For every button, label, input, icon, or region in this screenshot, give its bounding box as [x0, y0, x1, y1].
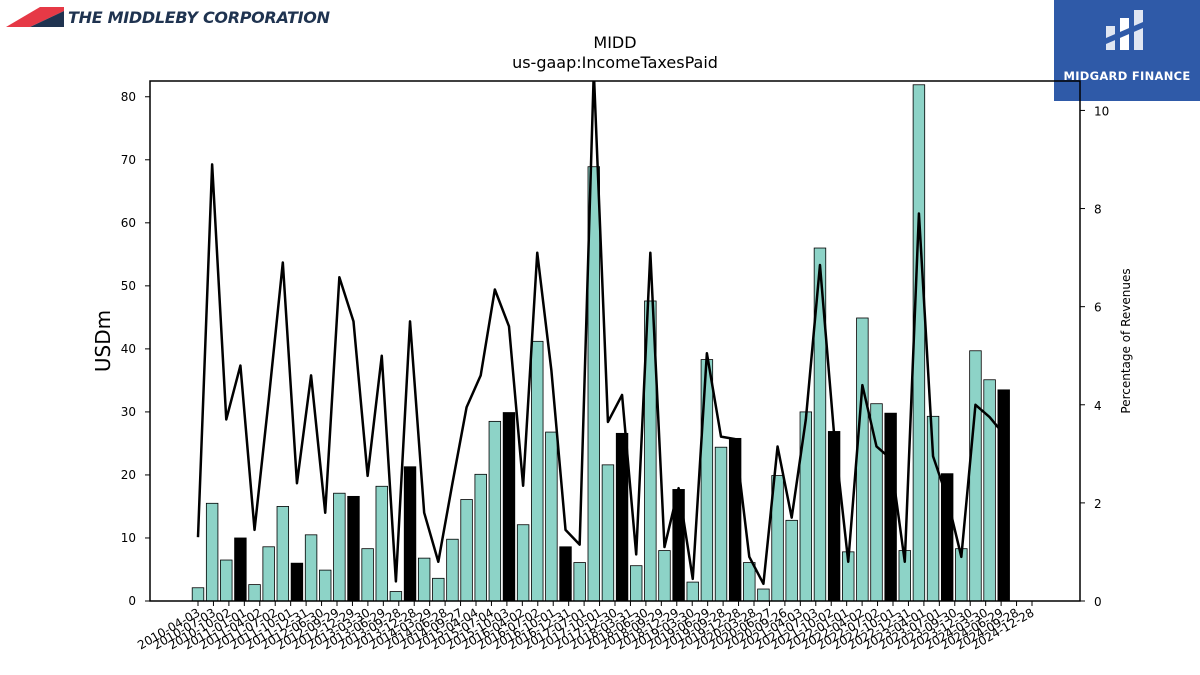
- y-tick-label: 40: [121, 342, 136, 356]
- bar: [884, 412, 897, 602]
- bar: [389, 591, 403, 602]
- bar: [559, 546, 572, 602]
- bar: [446, 538, 459, 602]
- bar: [686, 581, 699, 602]
- bar: [545, 431, 558, 602]
- chart-subtitle: us-gaap:IncomeTaxesPaid: [512, 53, 718, 72]
- bar: [432, 577, 445, 602]
- bar: [785, 519, 798, 602]
- company-logo: THE MIDDLEBY CORPORATION: [6, 6, 330, 28]
- left-axis-ticks: 0 10 20 30 40 50 60 70 80: [121, 90, 150, 608]
- bar: [205, 502, 219, 602]
- bar: [220, 559, 233, 602]
- bar: [417, 557, 431, 602]
- bar: [347, 495, 360, 602]
- y-tick-label: 80: [121, 90, 136, 104]
- bar: [234, 537, 247, 602]
- logo-navy-shape: [30, 11, 64, 27]
- y-tick-label: 10: [121, 531, 136, 545]
- bar: [319, 569, 332, 602]
- bar: [460, 499, 473, 602]
- y-axis-label: USDm: [91, 310, 115, 372]
- bar: [630, 565, 643, 602]
- y-tick-label: 0: [128, 594, 136, 608]
- bar: [573, 562, 586, 602]
- right-axis-ticks: 0 2 4 6 8 10: [1080, 104, 1109, 609]
- bar: [700, 359, 714, 602]
- bar: [191, 587, 205, 602]
- line-series: [196, 81, 1005, 586]
- plot-frame: [149, 80, 1081, 602]
- bar: [488, 420, 502, 602]
- y-tick-label: 50: [121, 279, 136, 293]
- y2-tick-label: 2: [1094, 497, 1102, 511]
- y2-tick-label: 10: [1094, 104, 1109, 118]
- bar: [361, 548, 374, 602]
- bar: [262, 546, 275, 602]
- bar: [940, 473, 954, 602]
- chart-title: MIDD: [593, 33, 636, 52]
- bar: [856, 317, 869, 602]
- bar: [403, 466, 417, 602]
- bar: [304, 534, 318, 602]
- logo-red-stripe: [6, 7, 64, 27]
- bar: [333, 492, 346, 602]
- bar: [743, 562, 756, 602]
- bar: [516, 524, 530, 602]
- y2-tick-label: 4: [1094, 399, 1102, 413]
- bar: [531, 340, 544, 602]
- bar: [757, 588, 770, 602]
- y2-tick-label: 6: [1094, 301, 1102, 315]
- percentage-line: [196, 81, 1005, 586]
- bar: [290, 562, 304, 602]
- x-axis-ticks: 2010-04-032010-07-032010-10-022011-01-01…: [135, 601, 1037, 652]
- bar: [714, 446, 728, 602]
- bar: [375, 485, 388, 602]
- company-logo-text: THE MIDDLEBY CORPORATION: [68, 7, 330, 27]
- bar: [248, 584, 261, 602]
- brand-logo: MIDGARD FINANCE: [1054, 0, 1200, 101]
- bar: [474, 473, 487, 602]
- bar: [502, 412, 516, 602]
- bar: [969, 350, 982, 602]
- company-logo-mark: [6, 7, 64, 27]
- y-tick-label: 70: [121, 153, 136, 167]
- y2-axis-label: Percentage of Revenues: [1119, 268, 1133, 413]
- bar-series: [191, 84, 1010, 602]
- y2-tick-label: 8: [1094, 203, 1102, 217]
- bar: [997, 389, 1010, 602]
- bar: [601, 464, 615, 602]
- brand-logo-mark: [1106, 10, 1143, 50]
- bar: [276, 506, 290, 602]
- y-tick-label: 20: [121, 468, 136, 482]
- bar: [827, 431, 841, 602]
- y2-tick-label: 0: [1094, 595, 1102, 609]
- brand-logo-text: MIDGARD FINANCE: [1063, 69, 1191, 83]
- y-tick-label: 30: [121, 405, 136, 419]
- bar: [615, 432, 629, 602]
- bar: [658, 550, 671, 602]
- y-tick-label: 60: [121, 216, 136, 230]
